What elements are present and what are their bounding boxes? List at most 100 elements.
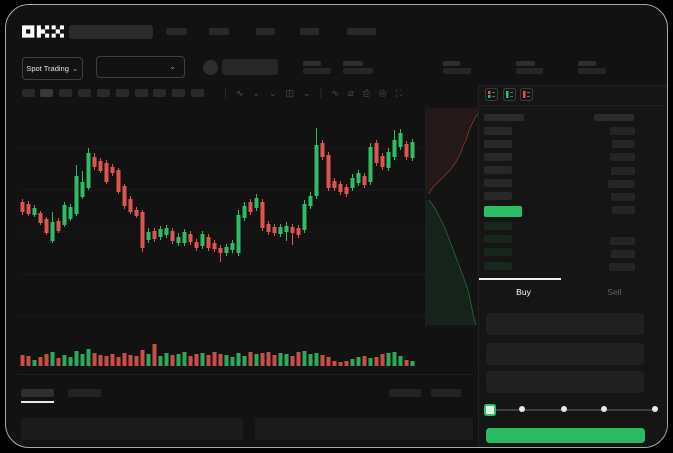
amount-slider-stop[interactable]	[652, 406, 658, 412]
pair-selector-dropdown[interactable]: ⌄	[96, 56, 185, 78]
fullscreen-icon[interactable]: ⛶	[395, 87, 403, 98]
volume-bar	[86, 349, 91, 366]
depth-bid-area	[426, 200, 476, 325]
order-book-asks-icon[interactable]	[520, 88, 533, 101]
bottom-action-placeholder[interactable]	[389, 389, 421, 397]
candle-body	[56, 221, 61, 231]
timeframe-button[interactable]	[59, 89, 72, 97]
amount-slider-stop[interactable]	[601, 406, 607, 412]
candle-body	[242, 206, 247, 218]
order-book-bid-row[interactable]	[484, 262, 512, 270]
chevron-down-icon: ⌄	[169, 62, 176, 71]
volume-bar	[152, 344, 157, 366]
order-book-bids-icon[interactable]	[503, 88, 516, 101]
tab-sell[interactable]: Sell	[607, 287, 622, 297]
order-book-ask-row[interactable]	[484, 179, 512, 187]
depth-profile-svg	[426, 108, 481, 325]
settings-icon[interactable]: ◎	[378, 87, 387, 98]
timeframe-button[interactable]	[116, 89, 129, 97]
order-book-ask-row[interactable]	[484, 153, 512, 161]
timeframe-button[interactable]	[22, 89, 35, 97]
chevron-down-icon[interactable]: ⌄	[303, 87, 311, 98]
amount-slider-handle[interactable]	[484, 404, 496, 416]
overlay-icon[interactable]: ◫	[285, 87, 295, 98]
nav-item-placeholder[interactable]	[209, 28, 229, 35]
timeframe-button[interactable]	[153, 89, 166, 97]
indicators-icon[interactable]: ∿	[331, 87, 339, 98]
buy-submit-button[interactable]	[486, 428, 645, 443]
timeframe-button[interactable]	[172, 89, 185, 97]
order-amount-input[interactable]	[486, 343, 644, 365]
market-type-selector[interactable]: Spot Trading ⌄	[22, 57, 83, 80]
order-price-input[interactable]	[486, 313, 644, 335]
candle-body	[260, 202, 265, 228]
candle-body	[62, 205, 67, 225]
draw-tools-icon[interactable]: ⧄	[347, 87, 354, 98]
timeframe-button[interactable]	[97, 89, 110, 97]
order-book-right-row[interactable]	[608, 180, 635, 188]
candle-body	[50, 222, 55, 241]
nav-item-placeholder[interactable]	[300, 28, 319, 35]
candle-body	[224, 247, 229, 253]
bottom-tab-active[interactable]	[21, 389, 54, 397]
candle-body	[140, 212, 145, 248]
volume-bar	[212, 352, 217, 366]
volume-bar	[308, 354, 313, 366]
order-book-right-row[interactable]	[612, 206, 635, 214]
order-book-right-row[interactable]	[610, 153, 635, 161]
order-book-combined-icon[interactable]	[485, 88, 498, 101]
candle-body	[152, 231, 157, 239]
stat-value-placeholder	[443, 68, 471, 74]
order-book-right-row[interactable]	[610, 127, 635, 135]
chart-style-icon[interactable]: ∿	[235, 87, 244, 98]
order-book-ask-row[interactable]	[484, 166, 512, 174]
order-book-right-row[interactable]	[612, 140, 635, 148]
amount-slider-track[interactable]	[490, 409, 655, 411]
depth-profile-panel[interactable]	[425, 106, 481, 328]
timeframe-button[interactable]	[191, 89, 204, 97]
search-input[interactable]	[69, 25, 153, 39]
candle-body	[296, 228, 301, 235]
nav-item-placeholder[interactable]	[256, 28, 275, 35]
order-book-ask-row[interactable]	[484, 127, 512, 135]
order-book-ask-row[interactable]	[484, 192, 512, 200]
bottom-tab-underline	[21, 401, 54, 403]
timeframe-button[interactable]	[78, 89, 91, 97]
candle-body	[164, 228, 169, 235]
timeframe-button[interactable]	[135, 89, 148, 97]
bottom-tab[interactable]	[68, 389, 101, 397]
order-book-current-price[interactable]	[484, 206, 522, 217]
candle-body	[326, 155, 331, 188]
candle-body	[380, 156, 385, 167]
order-book-right-row[interactable]	[610, 237, 635, 245]
volume-bar	[272, 355, 277, 366]
volume-bar	[290, 356, 295, 366]
order-book-bid-row[interactable]	[484, 235, 512, 243]
order-book-right-row[interactable]	[611, 193, 635, 201]
bottom-action-placeholder[interactable]	[431, 389, 461, 397]
tab-buy[interactable]: Buy	[516, 287, 531, 297]
volume-bar	[38, 357, 43, 366]
order-book-bid-row[interactable]	[484, 222, 512, 230]
interval-chevron-icon[interactable]: ⌄	[268, 87, 277, 98]
order-book-ask-row[interactable]	[484, 140, 512, 148]
nav-item-placeholder[interactable]	[166, 28, 187, 35]
chevron-down-icon[interactable]: ⌄	[252, 87, 260, 98]
order-total-input[interactable]	[486, 371, 644, 393]
order-book-right-row[interactable]	[609, 263, 635, 271]
order-book-bid-row[interactable]	[484, 248, 512, 256]
volume-bar	[260, 353, 265, 366]
nav-item-placeholder[interactable]	[347, 28, 376, 35]
stat-value-placeholder	[578, 68, 606, 74]
candle-body	[68, 207, 73, 219]
snapshot-icon[interactable]: ⎙	[362, 87, 370, 98]
amount-slider-stop[interactable]	[519, 406, 525, 412]
order-book-right-row[interactable]	[611, 250, 635, 258]
amount-slider-stop[interactable]	[561, 406, 567, 412]
timeframe-button-active[interactable]	[40, 89, 53, 97]
candle-body	[230, 243, 235, 250]
order-book-right-row[interactable]	[611, 167, 635, 175]
candle-chart-area[interactable]	[18, 103, 428, 373]
chart-tool-icons: | ∿ ⌄ ⌄ ◫ ⌄ | ∿ ⧄ ⎙ ◎ ⛶	[224, 86, 402, 100]
volume-bar	[332, 361, 337, 366]
